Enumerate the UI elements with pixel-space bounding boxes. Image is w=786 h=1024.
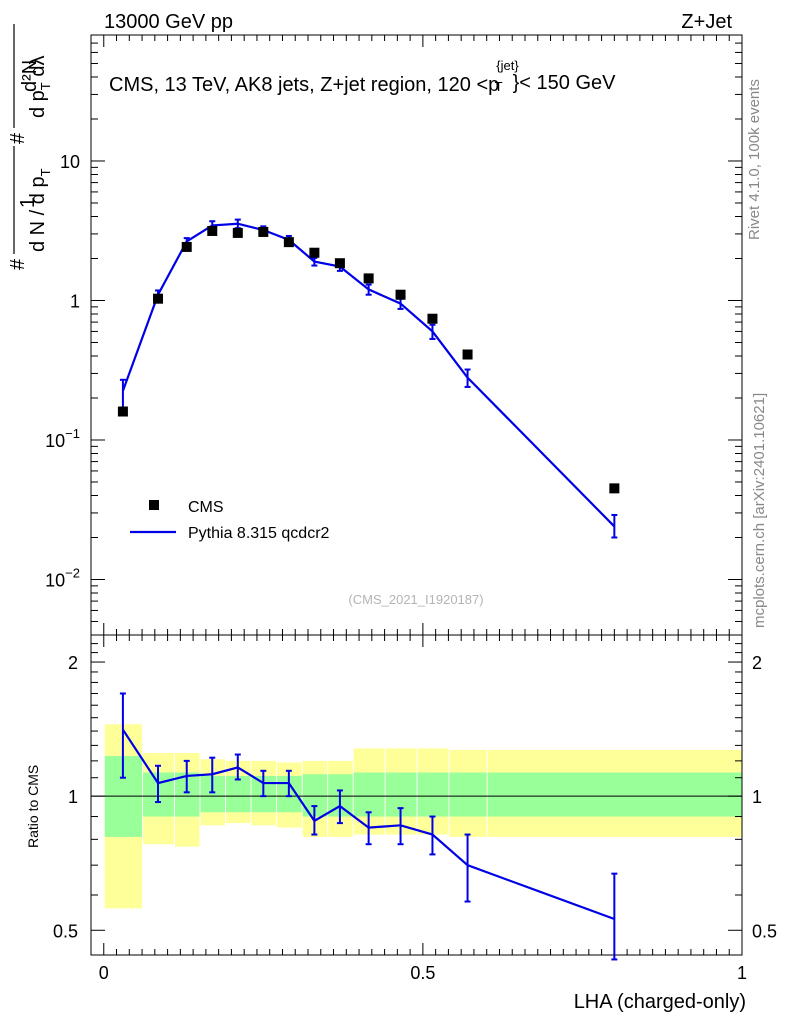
ratio-inner-band: [353, 772, 385, 817]
ratio-y-tick-label-right: 1: [752, 787, 762, 807]
main-y-tick-label: 1: [70, 291, 80, 311]
ratio-y-tick-label-right: 0.5: [752, 921, 777, 941]
cms-data-point: [117, 406, 128, 417]
ratio-y-axis-label: Ratio to CMS: [25, 765, 41, 848]
legend-cms-label: CMS: [188, 499, 224, 516]
cms-data-point: [363, 273, 374, 284]
ratio-inner-band: [226, 775, 251, 813]
cms-data-point: [181, 241, 192, 252]
main-frame: [90, 34, 743, 636]
title-main: CMS, 13 TeV, AK8 jets, Z+jet region, 120…: [109, 74, 499, 96]
legend: CMS Pythia 8.315 qcdcr2: [130, 499, 330, 542]
cms-data-point: [283, 237, 294, 248]
mc-series-line: [121, 222, 616, 528]
x-tick-label: 0.5: [410, 963, 435, 983]
cms-data-point: [258, 226, 269, 237]
ratio-bands: [91, 724, 742, 909]
ylabel-hash: #: [7, 258, 29, 270]
ratio-frame: [90, 634, 743, 956]
cms-data-point: [207, 225, 218, 236]
axis-tick-labels: 0 0.5 1 10−2 10−1 1 10 0.5 0.5 1 1 2 2: [45, 152, 777, 983]
mcplots-label: mcplots.cern.ch [arXiv:2401.10621]: [751, 393, 768, 628]
rivet-version-label: Rivet 4.1.0, 100k events: [746, 79, 763, 240]
ratio-inner-band: [417, 772, 449, 817]
main-y-tick-label: 10−1: [45, 426, 80, 451]
title-sub: T: [495, 79, 503, 94]
title-end: }< 150 GeV: [513, 72, 617, 94]
main-y-axis-label: # 1 d N / d pT # d²N d pT dλ: [7, 24, 53, 270]
cms-data-point: [427, 313, 438, 324]
cms-data-point: [153, 293, 164, 304]
cms-data-point: [462, 349, 473, 360]
ylabel-hash-2: #: [7, 132, 29, 144]
ratio-y-tick-label-left: 1: [68, 787, 78, 807]
ylabel-one: 1: [17, 197, 39, 208]
ratio-mc-line: [121, 729, 615, 921]
legend-mc-label: Pythia 8.315 qcdcr2: [188, 525, 330, 542]
title-sup: {jet}: [496, 58, 519, 73]
cms-data-point: [232, 227, 243, 238]
energy-label: 13000 GeV pp: [104, 11, 233, 33]
main-plot-data: [117, 218, 620, 539]
x-tick-label: 1: [737, 963, 747, 983]
plot-title: CMS, 13 TeV, AK8 jets, Z+jet region, 120…: [109, 58, 616, 96]
ratio-y-tick-label-left: 0.5: [53, 921, 78, 941]
x-axis-label: LHA (charged-only): [574, 991, 746, 1013]
process-label: Z+Jet: [681, 11, 732, 33]
x-tick-label: 0: [99, 963, 109, 983]
ratio-inner-band: [449, 772, 487, 817]
axis-ticks: [91, 34, 743, 955]
ylabel-denominator: d pT dλ: [27, 56, 53, 118]
ratio-plot-data: [119, 692, 618, 961]
ylabel-numerator: d²N: [19, 60, 41, 92]
ratio-inner-band: [487, 772, 742, 817]
analysis-watermark: (CMS_2021_I1920187): [348, 592, 483, 607]
cms-data-point: [334, 258, 345, 269]
ratio-y-tick-label-left: 2: [68, 653, 78, 673]
ratio-y-tick-label-right: 2: [752, 653, 762, 673]
main-y-tick-label: 10−2: [45, 565, 80, 590]
cms-data-point: [609, 483, 620, 494]
main-y-tick-label: 10: [60, 152, 80, 172]
ylabel-dN: d N / d pT: [27, 168, 53, 252]
cms-data-point: [309, 247, 320, 258]
legend-cms-marker: [149, 500, 159, 510]
cms-data-point: [395, 289, 406, 300]
